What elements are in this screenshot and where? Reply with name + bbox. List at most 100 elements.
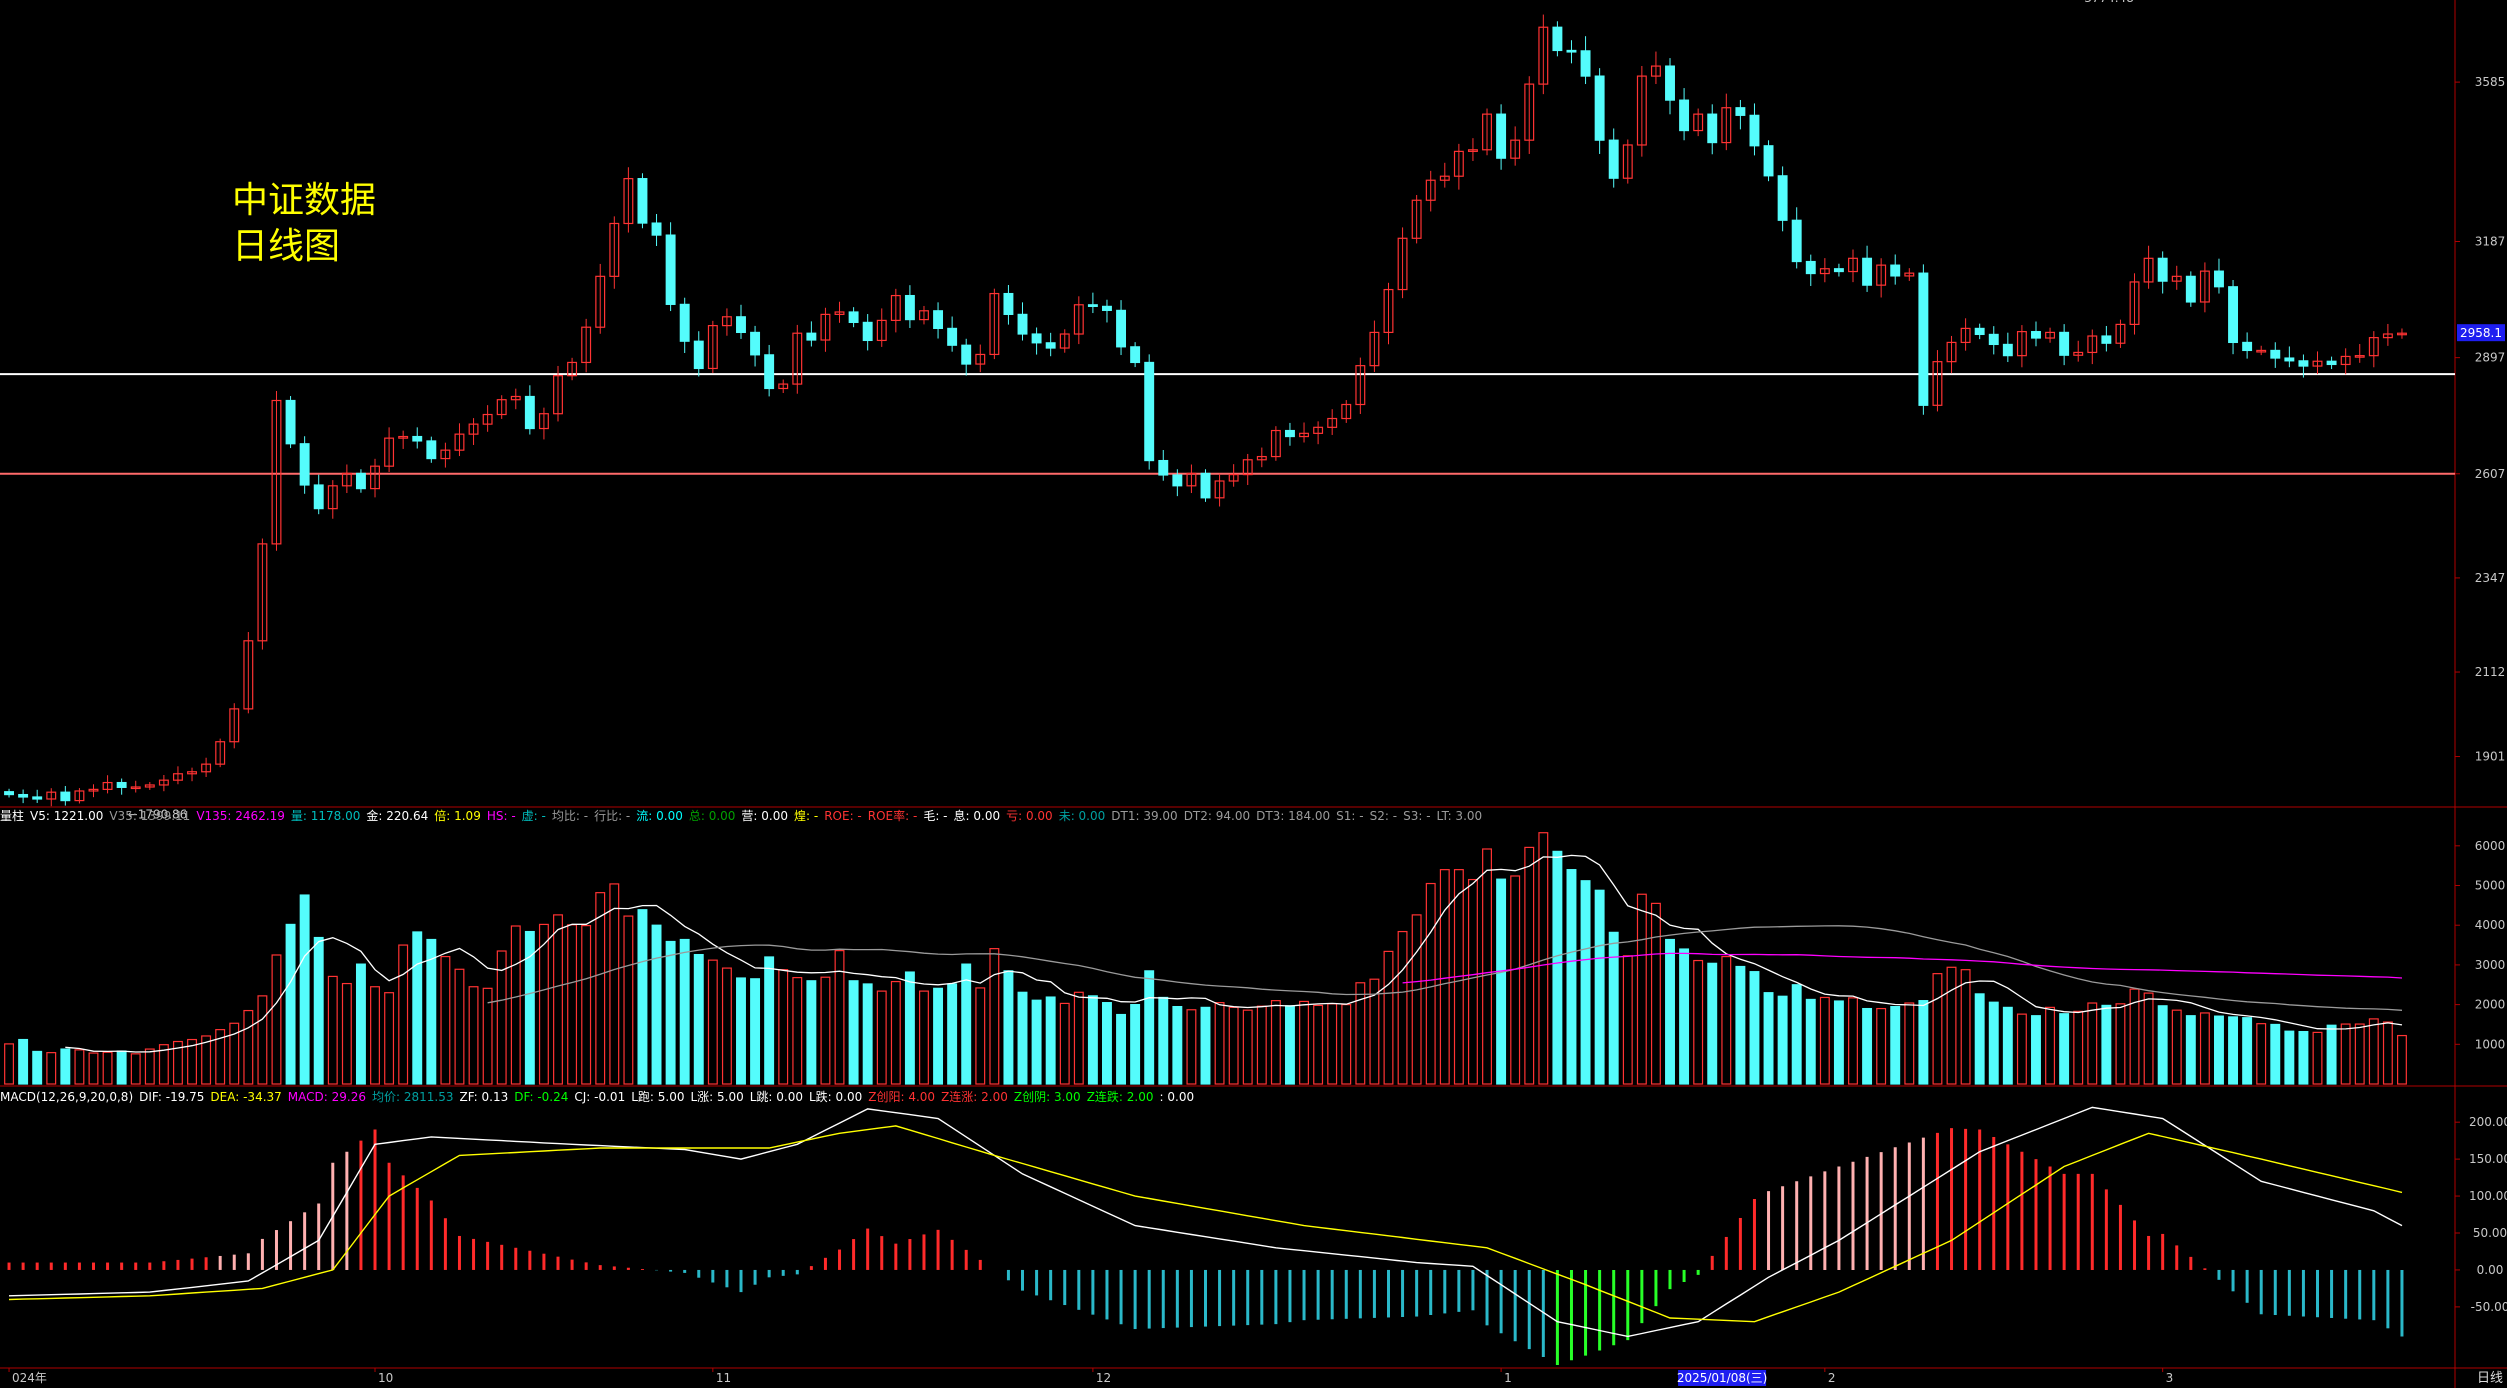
volume-bar xyxy=(1158,996,1169,1085)
volume-bar xyxy=(2143,992,2154,1085)
volume-bar xyxy=(116,1050,127,1085)
volume-bar xyxy=(1763,992,1774,1085)
candle xyxy=(1904,272,1915,277)
indicator-value: HS: - xyxy=(486,809,516,823)
volume-bar xyxy=(1650,902,1661,1085)
volume-bar xyxy=(1017,991,1028,1085)
candle xyxy=(1862,257,1873,286)
volume-bar xyxy=(1327,1003,1338,1085)
volume-bar xyxy=(2199,1012,2210,1085)
volume-bar xyxy=(1496,878,1507,1085)
candle xyxy=(989,292,1000,356)
volume-bar xyxy=(834,950,845,1085)
candle xyxy=(1242,459,1253,476)
indicator-value: 未: 0.00 xyxy=(1058,809,1106,823)
candle xyxy=(933,310,944,330)
candle xyxy=(1538,26,1549,85)
volume-bar xyxy=(1102,1002,1112,1085)
volume-bar xyxy=(2312,1031,2323,1085)
volume-bar xyxy=(426,938,437,1085)
volume-bar xyxy=(4,1043,15,1085)
volume-bar xyxy=(229,1022,240,1085)
candle xyxy=(1383,288,1394,334)
indicator-value: Z连涨: 2.00 xyxy=(941,1090,1008,1104)
candle xyxy=(412,435,423,442)
candle xyxy=(482,413,493,425)
candle xyxy=(384,437,395,467)
candle xyxy=(1397,237,1408,291)
volume-bar xyxy=(750,978,761,1085)
candle xyxy=(1214,480,1225,499)
indicator-value: DT2: 94.00 xyxy=(1183,809,1251,823)
candle xyxy=(2016,331,2027,357)
macd-tick-label: -50.00 xyxy=(2471,1300,2507,1314)
candle xyxy=(1650,65,1661,77)
volume-bar xyxy=(2326,1024,2337,1085)
volume-bar xyxy=(947,983,958,1085)
candle xyxy=(2157,257,2168,282)
candle xyxy=(1284,429,1295,438)
volume-bar xyxy=(975,987,986,1085)
candle xyxy=(4,791,15,796)
indicator-value: L跳: 0.00 xyxy=(749,1090,803,1104)
candle xyxy=(2298,360,2309,367)
volume-bar xyxy=(1777,995,1788,1085)
candle xyxy=(341,472,352,487)
candle xyxy=(2368,337,2379,357)
candle xyxy=(1341,403,1352,420)
indicator-value: : 0.00 xyxy=(1159,1090,1195,1104)
indicator-value: L跌: 0.00 xyxy=(809,1090,863,1104)
volume-bar xyxy=(257,995,268,1085)
candle xyxy=(1848,257,1858,273)
volume-bar xyxy=(890,980,901,1085)
indicator-value: V135: 2462.19 xyxy=(196,809,285,823)
volume-bar xyxy=(1960,969,1971,1085)
current-price-badge xyxy=(2457,324,2505,342)
volume-bar xyxy=(1425,882,1436,1085)
candle xyxy=(454,433,465,451)
volume-bar xyxy=(144,1048,155,1085)
volume-bar xyxy=(538,923,549,1085)
indicator-value: 均价: 2811.53 xyxy=(371,1090,454,1104)
volume-bar xyxy=(1003,970,1014,1085)
volume-bar xyxy=(60,1048,71,1085)
indicator-value: 金: 220.64 xyxy=(366,809,429,823)
volume-bar xyxy=(1031,999,1042,1085)
volume-bar xyxy=(1665,938,1675,1085)
volume-bar xyxy=(1482,848,1492,1085)
candle xyxy=(398,435,409,439)
candle xyxy=(904,294,915,321)
indicator-value: 亏: 0.00 xyxy=(1006,809,1053,823)
candle xyxy=(721,316,732,327)
period-tag[interactable]: 日线 xyxy=(2476,1371,2503,1386)
candle xyxy=(1932,361,1943,406)
indicator-value: LT: 3.00 xyxy=(1436,809,1483,823)
volume-bar xyxy=(989,948,1000,1085)
volume-bar xyxy=(1355,982,1366,1085)
candle xyxy=(1707,113,1718,144)
indicator-value: V35: 1399.11 xyxy=(109,809,191,823)
volume-bar xyxy=(637,909,648,1085)
volume-bar xyxy=(820,976,831,1085)
candle xyxy=(116,781,127,788)
volume-bar xyxy=(1946,966,1957,1085)
candle xyxy=(1580,50,1591,77)
candle xyxy=(1665,65,1675,101)
candle xyxy=(1425,179,1436,201)
volume-bar xyxy=(1848,997,1858,1085)
volume-bar xyxy=(454,968,465,1085)
x-tick-label: 3 xyxy=(2166,1371,2174,1385)
volume-tick-label: 4000 xyxy=(2475,918,2506,932)
volume-bar xyxy=(201,1035,212,1085)
volume-bar xyxy=(1988,1001,1999,1085)
volume-bar xyxy=(271,954,282,1085)
indicator-value: DF: -0.24 xyxy=(514,1090,569,1104)
price-annotation: 3774.48 xyxy=(2084,0,2134,5)
macd-tick-label: 200.00 xyxy=(2469,1115,2507,1129)
volume-bar xyxy=(1538,832,1549,1085)
volume-bar xyxy=(806,980,817,1085)
candle xyxy=(1017,313,1028,335)
volume-bar xyxy=(243,1009,254,1085)
volume-bar xyxy=(384,992,395,1085)
